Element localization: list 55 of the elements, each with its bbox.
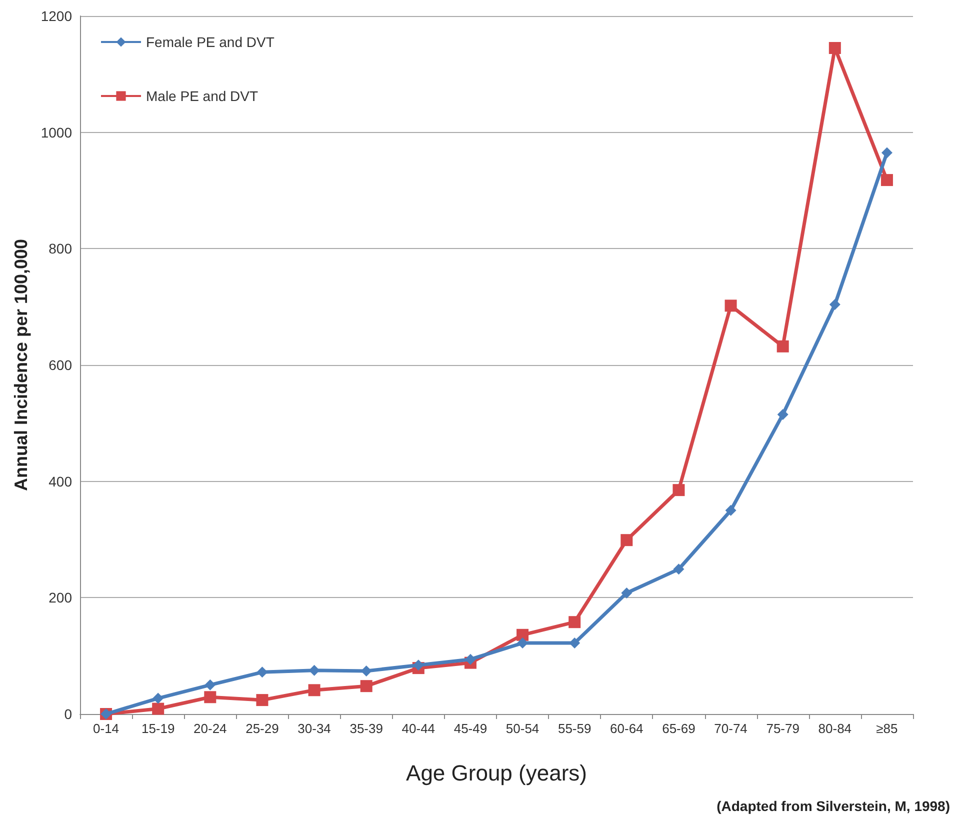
point <box>569 638 580 649</box>
x-tick-label: 15-19 <box>141 721 175 736</box>
point <box>776 340 789 352</box>
point <box>360 665 372 676</box>
x-tick-label: 80-84 <box>818 721 852 736</box>
point <box>777 408 788 420</box>
x-axis-title: Age Group (years) <box>406 760 587 786</box>
point <box>568 616 581 628</box>
point <box>829 299 840 310</box>
point <box>412 660 424 671</box>
point <box>256 666 268 678</box>
y-tick-label: 800 <box>48 240 72 257</box>
text: (Adapted from Silverstein, M, 1998) <box>716 798 950 814</box>
x-tick-label: 60-64 <box>610 721 644 736</box>
x-tick-label: 25-29 <box>246 721 279 736</box>
point <box>308 664 320 676</box>
y-axis-title: Annual Incidence per 100,000 <box>10 238 31 492</box>
point <box>256 694 268 706</box>
y-tick-label: 600 <box>48 357 72 373</box>
point <box>828 42 841 54</box>
x-tick-label: 0-14 <box>93 721 120 736</box>
x-tick-label: 70-74 <box>714 721 748 736</box>
point <box>673 564 684 575</box>
x-tick-label: ≥85 <box>876 721 898 736</box>
y-tick-label: 200 <box>48 590 72 606</box>
point <box>620 534 633 546</box>
point <box>152 692 164 704</box>
point <box>725 504 736 516</box>
legend-label: Male PE and DVT <box>146 88 258 104</box>
y-tick-label: 0 <box>64 706 72 722</box>
x-tick-label: 30-34 <box>298 721 331 736</box>
x-tick-label: 55-59 <box>558 721 592 736</box>
point <box>464 654 476 665</box>
point <box>152 702 164 715</box>
x-tick-label: 35-39 <box>350 721 383 736</box>
y-tick-label: 1000 <box>40 124 72 140</box>
point <box>672 484 685 496</box>
point <box>360 680 372 692</box>
x-tick-label: 50-54 <box>506 721 540 736</box>
point <box>881 147 892 158</box>
x-tick-label: 20-24 <box>194 721 227 736</box>
point <box>204 679 216 690</box>
point <box>880 174 893 186</box>
legend-label: Female PE and DVT <box>146 34 275 50</box>
point <box>516 628 529 641</box>
x-tick-label: 65-69 <box>662 721 696 736</box>
x-tick-label: 40-44 <box>402 721 436 736</box>
point <box>204 691 216 704</box>
x-tick-label: 75-79 <box>766 721 800 736</box>
y-tick-label: 1200 <box>40 8 72 24</box>
point <box>724 300 737 312</box>
point <box>621 588 632 599</box>
point <box>308 684 320 696</box>
y-tick-label: 400 <box>48 473 72 490</box>
x-tick-label: 45-49 <box>454 721 488 736</box>
